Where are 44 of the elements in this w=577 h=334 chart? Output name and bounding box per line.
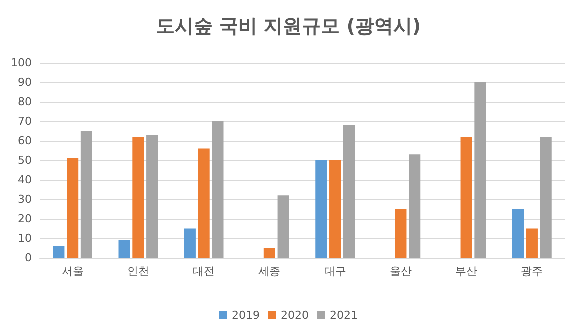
bar	[264, 248, 276, 258]
x-tick-label: 인천	[127, 265, 150, 278]
bar	[212, 122, 224, 258]
y-tick-label: 70	[18, 115, 32, 128]
y-tick-label: 60	[18, 134, 32, 148]
bar	[118, 240, 130, 258]
x-tick-label: 대구	[324, 265, 346, 278]
x-tick-label: 세종	[258, 265, 281, 278]
bar	[409, 154, 421, 258]
bar	[526, 228, 538, 258]
y-tick-label: 100	[11, 56, 32, 70]
y-tick-label: 0	[25, 252, 32, 264]
y-tick-label: 40	[18, 174, 32, 186]
y-tick-label: 50	[18, 154, 32, 167]
bar	[395, 209, 407, 258]
y-tick-label: 30	[18, 193, 32, 206]
y-tick-label: 80	[18, 96, 32, 108]
legend-label: 2021	[330, 309, 358, 322]
bar	[146, 135, 158, 258]
x-tick-label: 광주	[521, 265, 544, 278]
bar	[343, 125, 355, 258]
bar	[132, 137, 144, 258]
bar	[184, 228, 196, 258]
bar	[53, 246, 65, 258]
bar	[460, 137, 472, 258]
bar	[80, 131, 92, 258]
bar	[316, 160, 328, 258]
bar	[67, 158, 79, 258]
x-tick-label: 서울	[62, 265, 84, 278]
bar	[278, 196, 290, 258]
x-tick-label: 대전	[193, 265, 216, 278]
legend-label: 2020	[281, 309, 310, 322]
bar	[540, 137, 552, 258]
bar	[330, 160, 342, 258]
legend-label: 2019	[232, 309, 260, 322]
x-tick-label: 부산	[456, 265, 478, 278]
bar	[512, 209, 524, 258]
y-tick-label: 20	[18, 212, 32, 226]
bar	[474, 82, 486, 258]
chart-title: 도시숲 국비 지원규모 (광역시)	[156, 16, 422, 38]
x-tick-label: 울산	[390, 265, 412, 278]
bar	[198, 148, 210, 258]
y-tick-label: 10	[18, 232, 32, 245]
y-tick-label: 90	[18, 76, 32, 89]
